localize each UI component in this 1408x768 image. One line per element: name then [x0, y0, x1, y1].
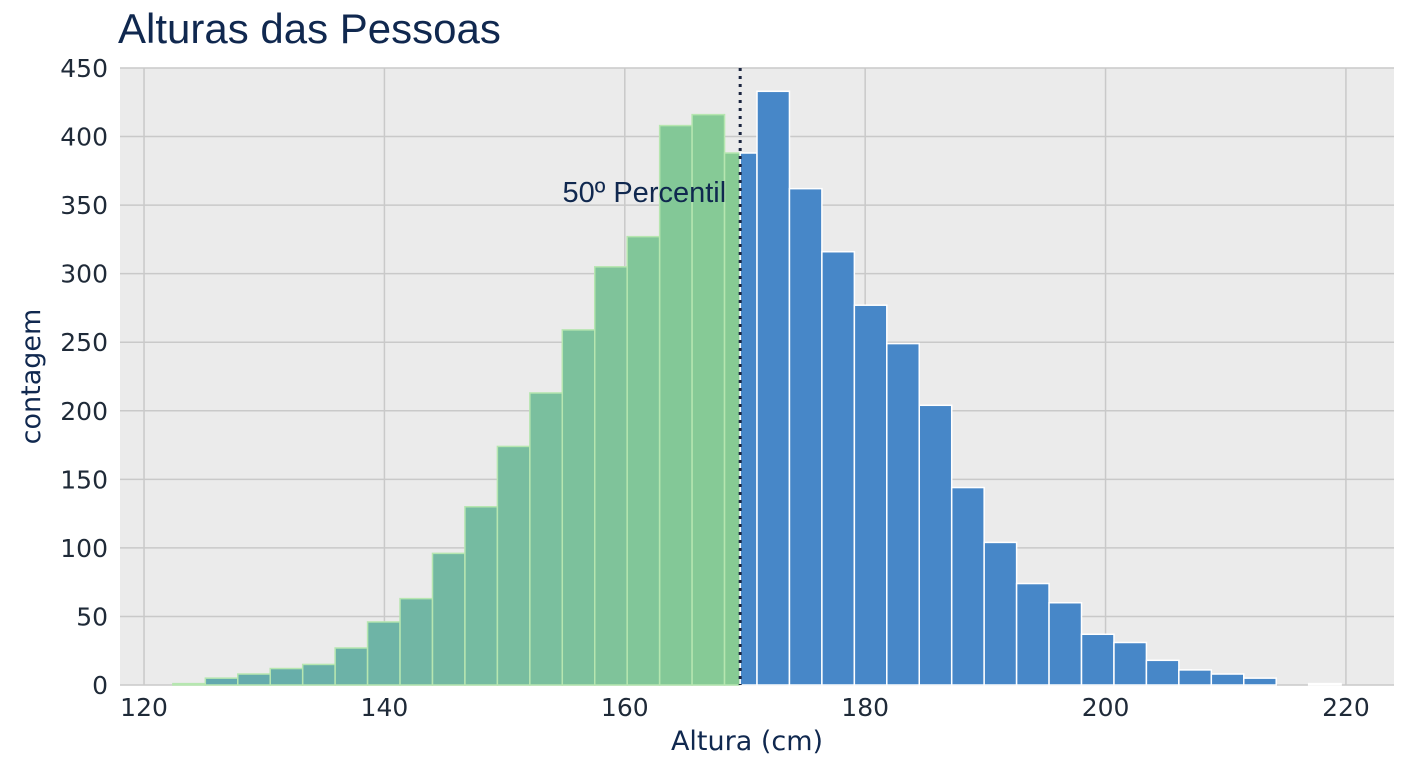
histogram-bar [496, 445, 531, 686]
histogram-bar [1080, 633, 1115, 686]
y-tick-label: 350 [60, 191, 108, 220]
y-tick-label: 0 [92, 671, 108, 700]
histogram-bar [1015, 582, 1050, 686]
y-axis-label: contagem [16, 309, 47, 445]
histogram-bar [723, 152, 741, 686]
x-tick-label: 120 [120, 693, 168, 722]
histogram-bar [1145, 659, 1180, 686]
x-tick-label: 180 [841, 693, 889, 722]
histogram-bar [1048, 601, 1083, 686]
histogram-bar [950, 486, 985, 686]
histogram-bar [1178, 669, 1213, 686]
x-tick-label: 140 [361, 693, 409, 722]
y-tick-label: 100 [60, 534, 108, 563]
y-tick-label: 150 [60, 465, 108, 494]
histogram-bar [756, 90, 791, 686]
histogram-bar [853, 304, 888, 686]
y-tick-label: 50 [76, 602, 108, 631]
x-tick-label: 220 [1322, 693, 1370, 722]
histogram-bar [334, 647, 369, 686]
histogram-bars [172, 90, 1342, 686]
histogram-bar [366, 621, 401, 686]
histogram-bar [593, 266, 628, 686]
histogram-bar [431, 552, 466, 686]
y-tick-label: 250 [60, 328, 108, 357]
histogram-bar [204, 677, 239, 686]
y-tick-label: 300 [60, 260, 108, 289]
y-tick-label: 450 [60, 54, 108, 83]
histogram-bar [529, 392, 564, 686]
histogram-bar [739, 152, 758, 686]
histogram-bar [1243, 677, 1277, 686]
x-tick-label: 200 [1082, 693, 1130, 722]
histogram-bar [172, 682, 207, 686]
histogram-bar [886, 342, 921, 686]
histogram-bar [399, 597, 434, 686]
histogram-bar [918, 404, 953, 686]
histogram-bar [983, 541, 1018, 686]
histogram-bar [301, 663, 336, 686]
y-tick-labels: 0 50 100 150 200 250 300 350 400 450 [60, 54, 108, 700]
histogram-bar [464, 506, 499, 686]
chart-title: Alturas das Pessoas [118, 5, 501, 52]
histogram-bar [626, 235, 661, 686]
x-tick-labels: 120 140 160 180 200 220 [120, 693, 1370, 722]
histogram-bar [658, 124, 693, 686]
percentile-label: 50º Percentil [562, 177, 726, 209]
histogram-bar [788, 187, 823, 686]
x-tick-label: 160 [601, 693, 649, 722]
y-tick-label: 200 [60, 397, 108, 426]
y-tick-label: 400 [60, 123, 108, 152]
histogram-bar [821, 250, 856, 686]
histogram-bar [269, 667, 304, 686]
histogram-bar [1307, 682, 1342, 686]
histogram-bar [237, 673, 271, 686]
histogram-bar [561, 329, 596, 686]
x-axis-label: Altura (cm) [671, 726, 823, 757]
histogram-bar [1113, 641, 1148, 686]
histogram-bar [1210, 673, 1245, 686]
